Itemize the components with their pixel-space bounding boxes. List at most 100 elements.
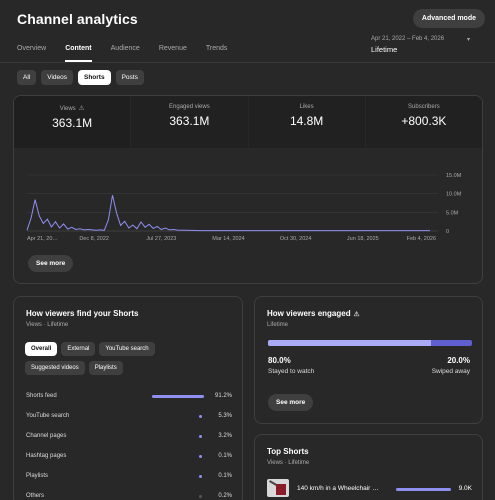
source-dot (199, 495, 202, 498)
source-bar (152, 395, 204, 398)
chip-external[interactable]: External (61, 342, 96, 356)
advanced-mode-button[interactable]: Advanced mode (412, 9, 485, 28)
metric-subscribers[interactable]: Subscribers +800.3K (364, 96, 482, 148)
x-tick-label: Feb 4, 2026 (407, 236, 436, 242)
x-tick-label: Oct 30, 2024 (280, 236, 312, 242)
tab-content[interactable]: Content (65, 45, 92, 62)
source-percent: 91.2% (214, 393, 232, 399)
list-item: Others 0.2% (26, 490, 232, 500)
chip-suggested-videos[interactable]: Suggested videos (25, 361, 85, 375)
source-chip-row-1: Overall External YouTube search (25, 342, 155, 356)
metric-value: +800.3K (401, 114, 447, 128)
card-title: How viewers engaged ⚠ (267, 309, 359, 318)
source-label: Channel pages (26, 433, 67, 439)
source-dot (199, 435, 202, 438)
metric-strip: Views ⚠ 363.1M Engaged views 363.1M Likes… (14, 96, 482, 148)
card-title-text: How viewers engaged (267, 309, 351, 318)
source-percent: 5.3% (218, 413, 232, 419)
card-subtitle: Views · Lifetime (26, 322, 69, 328)
date-range-label[interactable]: Lifetime (371, 45, 398, 54)
warning-icon: ⚠ (353, 311, 360, 318)
tab-trends[interactable]: Trends (205, 45, 228, 52)
filter-all[interactable]: All (17, 70, 37, 85)
source-dot (199, 415, 202, 418)
thumbnail-line (269, 480, 277, 486)
metric-label: Likes (299, 104, 314, 110)
metric-value: 363.1M (169, 114, 210, 128)
x-tick-label: Jul 27, 2023 (146, 236, 176, 242)
content-filter-chips: All Videos Shorts Posts (17, 70, 144, 85)
x-tick-label: Jun 18, 2025 (347, 236, 379, 242)
chip-overall[interactable]: Overall (25, 342, 58, 356)
source-label: Shorts feed (26, 393, 57, 399)
thumbnail-figure (276, 484, 286, 495)
source-percent: 3.2% (218, 433, 232, 439)
y-tick-label: 5.0M (446, 210, 459, 216)
traffic-sources-card: How viewers find your Shorts Views · Lif… (13, 296, 243, 500)
source-label: YouTube search (26, 413, 70, 419)
metric-value: 14.8M (289, 114, 324, 128)
x-tick-label: Dec 8, 2022 (79, 236, 109, 242)
source-dot (199, 455, 202, 458)
source-label: Others (26, 493, 45, 499)
source-percent: 0.2% (218, 493, 232, 499)
top-short-row[interactable]: 140 km/h in a Wheelchair … 9.0K (267, 479, 472, 499)
stayed-label: Stayed to watch (268, 368, 315, 375)
short-views-bar (396, 488, 451, 491)
swiped-label: Swiped away (431, 368, 470, 375)
chip-youtube-search[interactable]: YouTube search (99, 342, 155, 356)
source-chip-row-2: Suggested videos Playlists (25, 361, 123, 375)
short-title[interactable]: 140 km/h in a Wheelchair … (297, 485, 379, 492)
card-title: Top Shorts (267, 447, 309, 456)
chevron-down-icon[interactable]: ▾ (467, 37, 471, 43)
card-subtitle: Views · Lifetime (267, 460, 310, 466)
list-item: Shorts feed 91.2% (26, 390, 232, 404)
metric-label: Subscribers (408, 104, 440, 110)
metric-label: Engaged views (169, 104, 210, 110)
list-item: Hashtag pages 0.1% (26, 450, 232, 464)
metric-engaged-views[interactable]: Engaged views 363.1M (130, 96, 247, 148)
y-tick-label: 0 (446, 229, 449, 235)
see-more-button[interactable]: See more (268, 394, 314, 411)
metric-value: 363.1M (52, 116, 93, 130)
y-tick-label: 10.0M (446, 192, 462, 198)
tabs-divider (0, 62, 495, 63)
source-label: Playlists (26, 473, 49, 479)
swiped-percent: 20.0% (447, 356, 470, 365)
x-tick-label: Mar 14, 2024 (212, 236, 244, 242)
filter-shorts[interactable]: Shorts (78, 70, 111, 85)
tab-audience[interactable]: Audience (110, 45, 140, 52)
see-more-button[interactable]: See more (28, 255, 74, 272)
chip-playlists[interactable]: Playlists (88, 361, 123, 375)
filter-videos[interactable]: Videos (41, 70, 73, 85)
source-percent: 0.1% (218, 473, 232, 479)
series-line (26, 195, 430, 232)
tab-overview[interactable]: Overview (17, 45, 47, 52)
stayed-fill (268, 340, 432, 346)
short-views-value: 9.0K (458, 485, 472, 492)
tab-revenue[interactable]: Revenue (158, 45, 187, 52)
source-label: Hashtag pages (26, 453, 67, 459)
overview-card: Views ⚠ 363.1M Engaged views 363.1M Likes… (13, 95, 483, 284)
y-tick-label: 15.0M (446, 173, 462, 179)
list-item: Playlists 0.1% (26, 470, 232, 484)
top-shorts-card: Top Shorts Views · Lifetime 140 km/h in … (254, 434, 483, 500)
x-tick-label: Apr 21, 20… (27, 236, 58, 242)
engagement-bar (268, 340, 472, 346)
stayed-percent: 80.0% (268, 356, 291, 365)
card-title: How viewers find your Shorts (26, 309, 139, 318)
metric-label: Views (59, 106, 76, 112)
views-chart: 15.0M 10.0M 5.0M 0 Apr 21, 20… Dec 8, 2022 Jul… (26, 173, 462, 242)
page-title: Channel analytics (17, 11, 138, 27)
date-range-text[interactable]: Apr 21, 2022 – Feb 4, 2026 (371, 36, 445, 42)
filter-posts[interactable]: Posts (115, 70, 144, 85)
card-subtitle: Lifetime (267, 322, 289, 328)
short-thumbnail (267, 479, 289, 497)
metric-views[interactable]: Views ⚠ 363.1M (14, 96, 131, 148)
tab-bar: Overview Content Audience Revenue Trends (17, 45, 246, 62)
warning-icon: ⚠ (78, 105, 85, 112)
source-dot (199, 475, 202, 478)
engagement-card: How viewers engaged ⚠ Lifetime 80.0% Stay… (254, 296, 483, 424)
metric-likes[interactable]: Likes 14.8M (247, 96, 365, 148)
